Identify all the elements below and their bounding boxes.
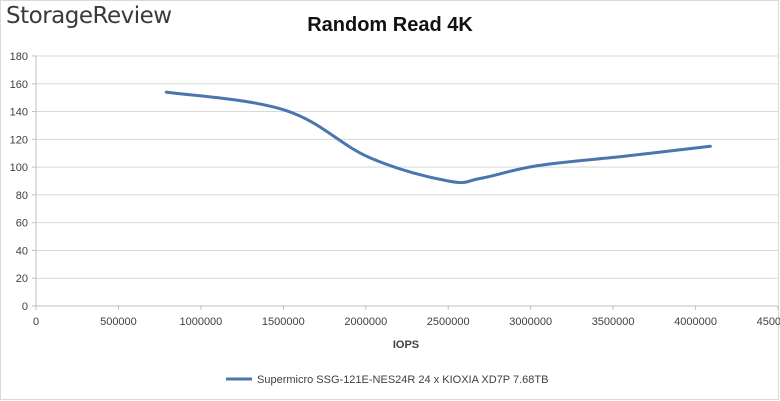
y-tick-label: 80 xyxy=(16,190,28,202)
x-tick-label: 4000000 xyxy=(674,316,717,328)
y-tick-label: 160 xyxy=(10,79,28,91)
x-tick-label: 1500000 xyxy=(262,316,305,328)
y-tick-label: 60 xyxy=(16,218,28,230)
y-tick-label: 100 xyxy=(10,162,28,174)
legend: Supermicro SSG-121E-NES24R 24 x KIOXIA X… xyxy=(226,374,548,386)
y-tick-label: 40 xyxy=(16,245,28,257)
gridlines xyxy=(36,55,778,279)
x-tick-label: 3000000 xyxy=(509,316,552,328)
x-tick-label: 1000000 xyxy=(179,316,222,328)
y-tick-label: 120 xyxy=(10,134,28,146)
y-tick-label: 140 xyxy=(10,107,28,119)
x-tick-labels: 0 500000 1000000 1500000 2000000 2500000 30000… xyxy=(33,316,780,328)
x-tick-label: 2500000 xyxy=(427,316,470,328)
axes xyxy=(32,55,779,310)
x-tick-label: 4500000 xyxy=(757,316,780,328)
y-tick-label: 20 xyxy=(16,273,28,285)
x-tick-label: 2000000 xyxy=(344,316,387,328)
y-tick-label: 180 xyxy=(10,51,28,63)
chart-title: Random Read 4K xyxy=(307,14,473,36)
series-line xyxy=(164,90,712,185)
x-tick-label: 500000 xyxy=(100,316,137,328)
x-axis-label: IOPS xyxy=(393,339,419,351)
y-tick-labels: 0 20 40 60 80 100 120 140 160 180 xyxy=(10,51,28,313)
series-group xyxy=(164,90,712,185)
x-tick-label: 3500000 xyxy=(592,316,635,328)
y-tick-label: 0 xyxy=(22,301,28,313)
storagereview-logo: StorageReview xyxy=(6,3,172,29)
legend-label: Supermicro SSG-121E-NES24R 24 x KIOXIA X… xyxy=(257,374,548,386)
x-tick-label: 0 xyxy=(33,316,39,328)
